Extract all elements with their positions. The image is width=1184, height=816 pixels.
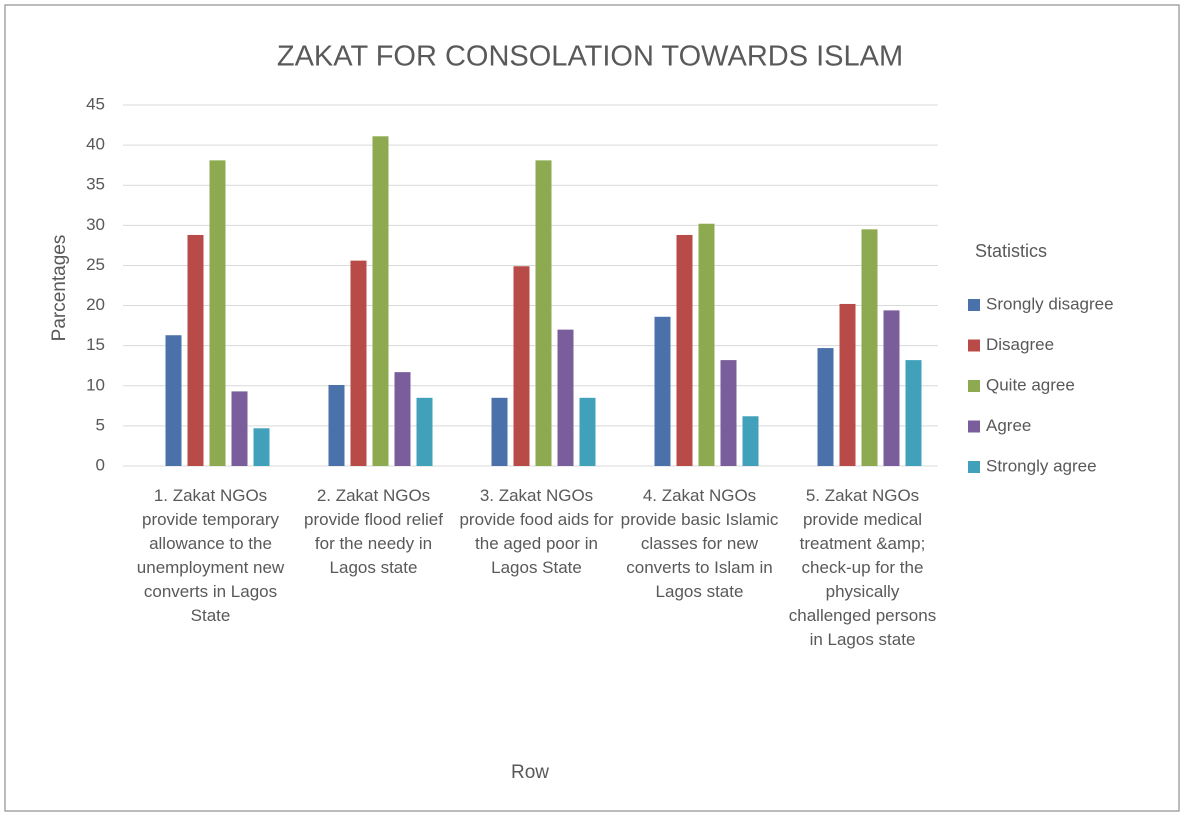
x-tick-label: 2. Zakat NGOs provide flood relief for t…: [304, 486, 443, 577]
bar: [861, 229, 878, 466]
y-tick-label: 20: [86, 295, 105, 314]
legend-label: Quite agree: [986, 375, 1075, 394]
bar: [513, 266, 530, 466]
bar: [654, 316, 671, 466]
bar: [187, 234, 204, 466]
bar: [350, 260, 367, 466]
y-tick-label: 25: [86, 255, 105, 274]
bar: [372, 136, 389, 466]
y-tick-label: 10: [86, 375, 105, 394]
bar: [394, 372, 411, 466]
x-tick-label: 1. Zakat NGOs provide temporary allowanc…: [136, 486, 285, 625]
y-tick-label: 5: [96, 415, 105, 434]
bar: [491, 397, 508, 466]
y-tick-label: 45: [86, 94, 105, 113]
x-tick-label: 3. Zakat NGOs provide food aids for the …: [459, 486, 614, 577]
legend-title: Statistics: [975, 241, 1047, 261]
bar: [557, 329, 574, 466]
y-tick-label: 35: [86, 175, 105, 194]
bar: [209, 160, 226, 466]
bar: [231, 391, 248, 466]
bar: [839, 303, 856, 466]
y-tick-label: 30: [86, 215, 105, 234]
bar: [905, 360, 922, 466]
legend-label: Agree: [986, 416, 1031, 435]
bar: [883, 310, 900, 466]
y-axis-title: Parcentages: [49, 235, 70, 342]
bar: [698, 223, 715, 466]
bar: [165, 335, 182, 466]
bar: [253, 428, 270, 466]
y-tick-label: 40: [86, 135, 105, 154]
chart-title: ZAKAT FOR CONSOLATION TOWARDS ISLAM: [277, 41, 903, 73]
legend-swatch: [968, 461, 980, 473]
legend-swatch: [968, 420, 980, 433]
legend-swatch: [968, 339, 980, 352]
bar: [416, 397, 433, 466]
bar: [817, 348, 834, 466]
legend-label: Strongly agree: [986, 456, 1097, 475]
legend-label: Srongly disagree: [986, 294, 1114, 313]
y-tick-label: 0: [96, 455, 105, 474]
y-tick-label: 15: [86, 335, 105, 354]
x-tick-label: 4. Zakat NGOs provide basic Islamic clas…: [620, 486, 779, 601]
bar: [535, 160, 552, 466]
x-axis-title: Row: [511, 762, 549, 783]
bar: [328, 384, 345, 466]
bar: [742, 416, 759, 466]
bar: [676, 234, 693, 466]
legend-label: Disagree: [986, 335, 1054, 354]
bar: [720, 360, 737, 466]
bar: [579, 397, 596, 466]
x-tick-label: 5. Zakat NGOs provide medical treatment …: [788, 486, 937, 649]
legend-swatch: [968, 380, 980, 392]
legend-swatch: [968, 299, 980, 311]
